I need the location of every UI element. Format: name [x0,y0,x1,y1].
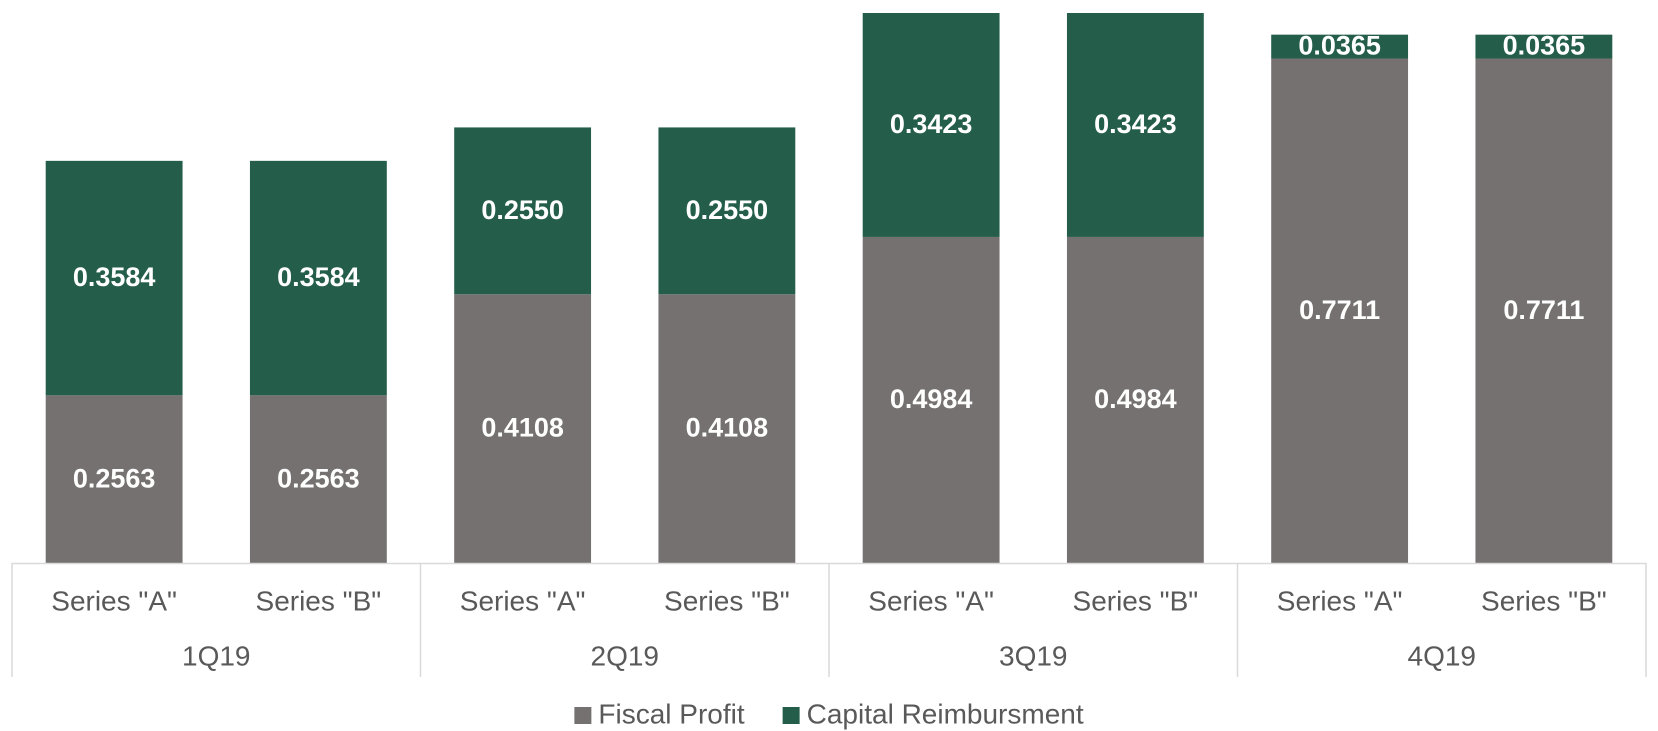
value-label: 0.3584 [277,262,360,292]
value-label: 0.3423 [1094,109,1177,139]
x-tick-label: Series "A" [868,585,994,616]
group-label: 4Q19 [1408,640,1477,671]
bar-segment [1271,34,1409,59]
bar-segment [454,127,592,295]
x-tick-label: Series "B" [1481,585,1607,616]
value-label: 0.4108 [686,413,769,443]
value-label: 0.2550 [686,195,769,225]
bar-segment [1066,13,1204,237]
value-label: 0.0365 [1503,31,1586,61]
x-tick-label: Series "A" [51,585,177,616]
value-label: 0.3423 [890,109,973,139]
bar-segment [1066,236,1204,563]
bar-segment [1475,34,1613,59]
bar-segment [658,294,796,563]
bar-segment [249,395,387,563]
group-label: 1Q19 [182,640,251,671]
value-label: 0.4984 [890,384,973,414]
group-label: 2Q19 [591,640,660,671]
bar-segment [45,160,183,396]
legend-swatch [574,707,592,724]
value-label: 0.0365 [1298,31,1381,61]
bar-segment [658,127,796,295]
group-label: 3Q19 [999,640,1068,671]
bar-segment [45,395,183,563]
x-tick-label: Series "B" [256,585,382,616]
x-tick-label: Series "B" [1073,585,1199,616]
bar-segment [249,160,387,396]
value-label: 0.4984 [1094,384,1177,414]
value-label: 0.2563 [73,463,156,493]
bar-segment [1475,58,1613,564]
bar-segment [862,13,1000,237]
value-label: 0.2550 [481,195,564,225]
bar-segment [862,236,1000,563]
value-label: 0.3584 [73,262,156,292]
legend-swatch [782,707,800,724]
value-label: 0.2563 [277,463,360,493]
legend-label: Capital Reimbursment [807,698,1084,729]
bar-segment [1271,58,1409,564]
value-label: 0.7711 [1503,295,1584,325]
value-label: 0.4108 [481,413,564,443]
x-tick-label: Series "B" [664,585,790,616]
x-tick-label: Series "A" [1277,585,1403,616]
bar-segment [454,294,592,563]
value-label: 0.7711 [1299,295,1380,325]
x-tick-label: Series "A" [460,585,586,616]
legend-label: Fiscal Profit [598,698,744,729]
